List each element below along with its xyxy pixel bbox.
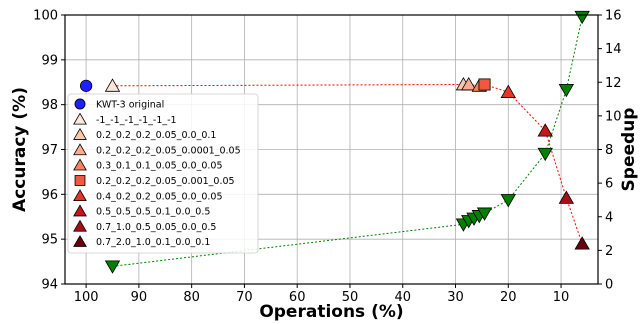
y-tick-label: 94 <box>41 278 58 293</box>
accuracy-point <box>104 78 121 92</box>
legend-label: -1_-1_-1_-1_-1_-1 <box>96 115 177 126</box>
legend-marker <box>74 175 86 186</box>
speedup-point <box>500 194 516 208</box>
legend-marker <box>73 219 87 232</box>
y-axis-title: Accuracy (%) <box>10 87 30 212</box>
legend-marker <box>74 98 86 110</box>
legend-marker <box>73 189 87 202</box>
legend-marker <box>73 143 87 156</box>
x-tick-label: 100 <box>74 290 99 305</box>
x-tick-label: 20 <box>500 290 517 305</box>
y2-tick-label: 10 <box>605 109 622 124</box>
y2-tick-label: 16 <box>605 9 622 24</box>
speedup-point <box>537 147 553 162</box>
x-axis-title: Operations (%) <box>259 302 403 322</box>
y-tick-label: 97 <box>41 143 58 158</box>
y-tick-label: 99 <box>41 53 58 68</box>
x-tick-label: 40 <box>394 290 411 305</box>
accuracy-point <box>461 77 477 91</box>
legend-marker <box>73 158 87 171</box>
legend-marker <box>73 112 87 125</box>
accuracy-point <box>478 78 491 91</box>
y-tick-label: 96 <box>41 188 58 203</box>
legend-label: 0.5_0.5_0.5_0.1_0.0_0.5 <box>96 207 210 218</box>
accuracy-point <box>558 190 575 204</box>
y2-tick-label: 0 <box>605 278 613 293</box>
legend-label: 0.7_1.0_0.5_0.05_0.0_0.5 <box>96 222 216 233</box>
legend-marker <box>73 127 87 140</box>
x-tick-label: 10 <box>553 290 570 305</box>
legend-marker <box>73 235 87 247</box>
x-tick-label: 60 <box>289 290 306 305</box>
legend-box <box>67 93 259 254</box>
accuracy-point <box>500 84 516 98</box>
y2-tick-label: 4 <box>605 210 613 225</box>
speedup-point <box>574 10 590 25</box>
accuracy-point <box>574 236 590 250</box>
legend-label: 0.2_0.2_0.2_0.05_0.001_0.05 <box>96 176 235 187</box>
legend-label: 0.2_0.2_0.2_0.05_0.0001_0.05 <box>96 145 241 156</box>
y2-tick-label: 2 <box>605 244 613 259</box>
x-tick-label: 80 <box>183 290 200 305</box>
legend: KWT-3 original -1_-1_-1_-1_-1_-1 0.2_0.2_0… <box>67 93 259 254</box>
legend-label: 0.4_0.2_0.2_0.05_0.0_0.05 <box>96 191 223 202</box>
y2-tick-label: 12 <box>605 76 622 91</box>
y2-tick-label: 14 <box>605 42 622 57</box>
y-tick-label: 95 <box>41 233 58 248</box>
legend-label: KWT-3 original <box>96 100 164 111</box>
y2-tick-label: 8 <box>605 143 613 158</box>
x-tick-label: 50 <box>342 290 359 305</box>
speedup-point <box>104 260 121 274</box>
speedup-point <box>476 207 493 221</box>
series-markers <box>79 10 590 274</box>
y2-tick-label: 6 <box>605 177 613 192</box>
axis-ticks: 100 90 80 70 60 50 40 30 20 10 94 95 96 97 98 99 100 0 2 4 6… <box>33 9 621 306</box>
speedup-point <box>558 83 575 98</box>
legend-label: 0.2_0.2_0.2_0.05_0.0_0.1 <box>96 130 216 141</box>
x-tick-label: 90 <box>131 290 148 305</box>
legend-label: 0.7_2.0_1.0_0.1_0.0_0.1 <box>96 237 210 248</box>
x-tick-label: 70 <box>236 290 253 305</box>
x-tick-label: 30 <box>447 290 464 305</box>
y-tick-label: 98 <box>41 98 58 113</box>
y-tick-label: 100 <box>33 9 58 24</box>
legend-label: 0.3_0.1_0.1_0.05_0.0_0.05 <box>96 161 223 172</box>
accuracy-point <box>537 123 553 137</box>
legend-marker <box>73 204 87 217</box>
accuracy-point <box>79 79 93 92</box>
y2-axis-title: Speedup <box>619 108 639 192</box>
